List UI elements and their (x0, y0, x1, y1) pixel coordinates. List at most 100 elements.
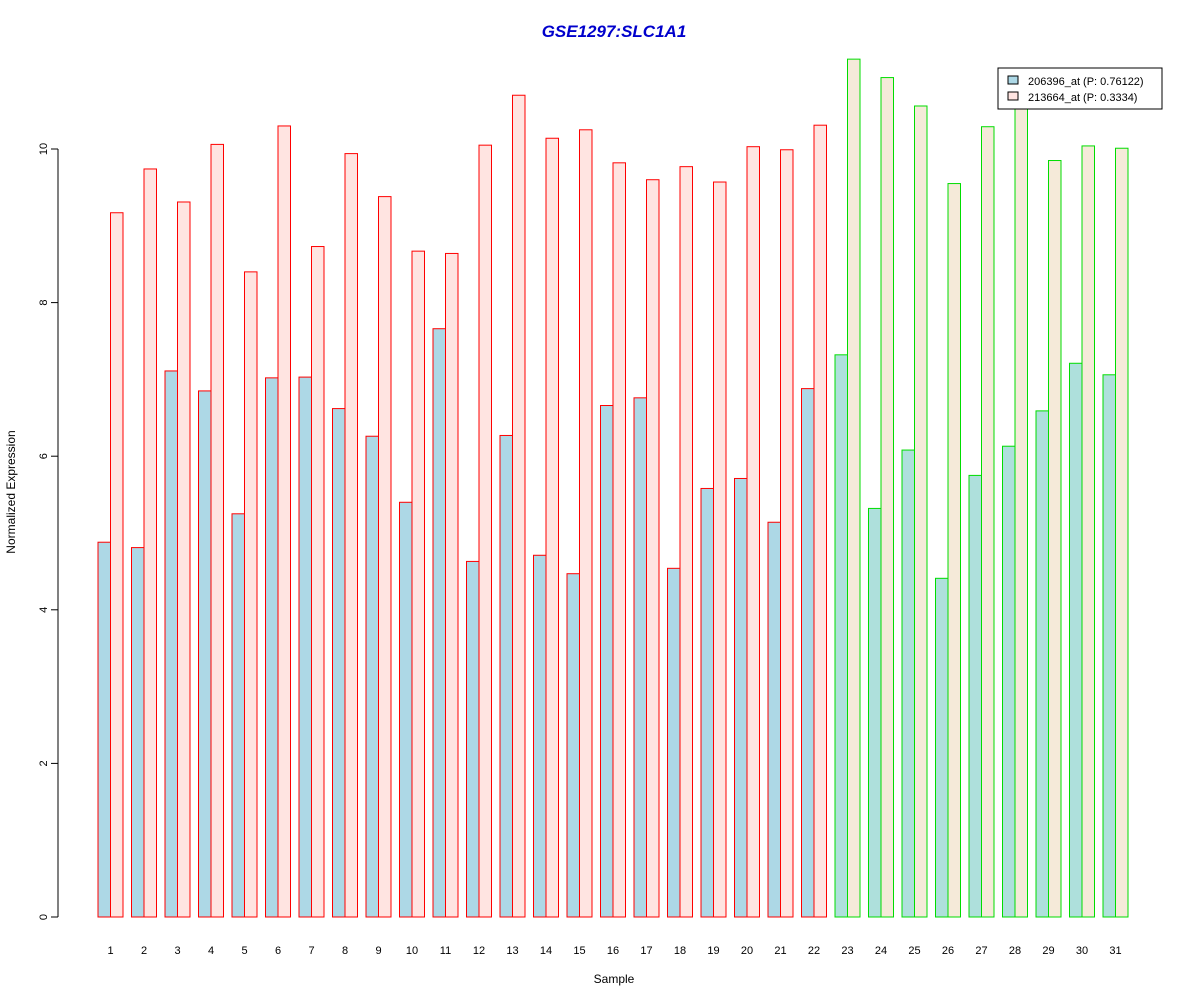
bar-206396-at-sample-30 (1069, 362, 1083, 918)
x-tick-label: 30 (1076, 945, 1088, 957)
bar-213664-at-sample-28 (1014, 100, 1028, 918)
bar-206396-at-sample-7 (298, 376, 312, 918)
x-tick-label: 6 (275, 945, 281, 957)
bars-layer (97, 58, 1129, 918)
x-tick-label: 16 (607, 945, 619, 957)
y-tick-label: 0 (38, 914, 50, 920)
x-tick-label: 3 (174, 945, 180, 957)
x-tick-label: 9 (375, 945, 381, 957)
x-tick-label: 11 (440, 945, 451, 957)
x-tick-label: 31 (1109, 945, 1121, 957)
bar-206396-at-sample-5 (231, 513, 245, 918)
chart-title: GSE1297:SLC1A1 (542, 22, 687, 41)
bar-213664-at-sample-30 (1081, 145, 1095, 918)
legend: 206396_at (P: 0.76122) 213664_at (P: 0.3… (997, 67, 1163, 110)
x-tick-label: 22 (808, 945, 820, 957)
bar-206396-at-sample-26 (935, 577, 949, 918)
x-tick-label: 7 (308, 945, 314, 957)
bar-213664-at-sample-7 (311, 246, 325, 918)
bar-213664-at-sample-18 (679, 166, 693, 918)
bar-206396-at-sample-14 (533, 554, 547, 918)
x-tick-label: 27 (975, 945, 987, 957)
bar-206396-at-sample-27 (968, 474, 982, 918)
bar-206396-at-sample-31 (1102, 374, 1116, 918)
legend-label-213664-at: 213664_at (P: 0.3334) (1028, 92, 1137, 104)
bar-213664-at-sample-10 (411, 250, 425, 918)
x-tick-label: 4 (208, 945, 214, 957)
bar-206396-at-sample-28 (1002, 445, 1016, 918)
x-tick-label: 14 (540, 945, 552, 957)
x-tick-label: 25 (908, 945, 920, 957)
bar-206396-at-sample-1 (97, 541, 111, 918)
bar-206396-at-sample-9 (365, 435, 379, 918)
x-tick-label: 21 (774, 945, 786, 957)
bar-213664-at-sample-3 (177, 201, 191, 918)
bar-206396-at-sample-17 (633, 397, 647, 918)
x-tick-label: 10 (406, 945, 418, 957)
bar-213664-at-sample-8 (344, 153, 358, 918)
bar-206396-at-sample-15 (566, 573, 580, 918)
bar-213664-at-sample-13 (512, 94, 526, 918)
bar-206396-at-sample-18 (667, 567, 681, 918)
bar-213664-at-sample-2 (143, 168, 157, 918)
bar-206396-at-sample-16 (600, 405, 614, 918)
x-tick-label: 17 (640, 945, 652, 957)
legend-box (997, 67, 1163, 110)
bar-206396-at-sample-22 (801, 388, 815, 918)
x-tick-label: 1 (107, 945, 113, 957)
bar-213664-at-sample-16 (612, 162, 626, 918)
bar-213664-at-sample-15 (579, 129, 593, 918)
x-tick-label: 26 (942, 945, 954, 957)
bar-206396-at-sample-12 (466, 560, 480, 918)
x-tick-label: 20 (741, 945, 753, 957)
bar-213664-at-sample-6 (277, 125, 291, 918)
legend-label-206396-at: 206396_at (P: 0.76122) (1028, 76, 1144, 88)
bar-213664-at-sample-31 (1115, 147, 1129, 918)
bar-213664-at-sample-23 (847, 58, 861, 918)
bar-206396-at-sample-23 (834, 354, 848, 918)
bar-206396-at-sample-20 (734, 477, 748, 918)
bar-213664-at-sample-14 (545, 137, 559, 918)
bar-213664-at-sample-24 (880, 77, 894, 918)
bar-206396-at-sample-24 (868, 507, 882, 918)
y-axis-label: Normalized Expression (4, 430, 18, 553)
y-axis: 0 2 4 6 8 10 (38, 143, 59, 920)
bar-213664-at-sample-22 (813, 124, 827, 918)
x-tick-label: 28 (1009, 945, 1021, 957)
x-tick-label: 19 (707, 945, 719, 957)
bar-206396-at-sample-25 (901, 449, 915, 918)
x-tick-label: 18 (674, 945, 686, 957)
x-tick-label: 8 (342, 945, 348, 957)
bar-206396-at-sample-13 (499, 434, 513, 918)
bar-213664-at-sample-11 (445, 252, 459, 918)
bar-206396-at-sample-21 (767, 521, 781, 918)
bar-206396-at-sample-8 (332, 408, 346, 918)
x-tick-label: 15 (573, 945, 585, 957)
bar-206396-at-sample-2 (131, 547, 145, 918)
bar-213664-at-sample-26 (947, 183, 961, 918)
bar-213664-at-sample-17 (646, 179, 660, 918)
bar-213664-at-sample-12 (478, 144, 492, 918)
x-tick-label: 13 (506, 945, 518, 957)
x-tick-label: 24 (875, 945, 887, 957)
x-tick-label: 2 (141, 945, 147, 957)
bar-213664-at-sample-5 (244, 271, 258, 918)
y-tick-label: 10 (38, 143, 50, 155)
bar-213664-at-sample-4 (210, 143, 224, 918)
y-tick-label: 8 (38, 300, 50, 306)
bar-213664-at-sample-19 (713, 181, 727, 918)
bar-206396-at-sample-29 (1035, 410, 1049, 918)
bar-206396-at-sample-4 (198, 390, 212, 918)
y-tick-label: 6 (38, 453, 50, 459)
bar-206396-at-sample-6 (265, 377, 279, 918)
legend-swatch-213664-at (1007, 91, 1019, 101)
bar-213664-at-sample-20 (746, 146, 760, 918)
legend-swatch-206396-at (1007, 75, 1019, 85)
bar-206396-at-sample-11 (432, 328, 446, 918)
y-tick-label: 4 (38, 607, 50, 613)
bar-213664-at-sample-27 (981, 126, 995, 918)
x-tick-label: 5 (241, 945, 247, 957)
x-tick-label: 29 (1042, 945, 1054, 957)
bar-213664-at-sample-21 (780, 149, 794, 918)
